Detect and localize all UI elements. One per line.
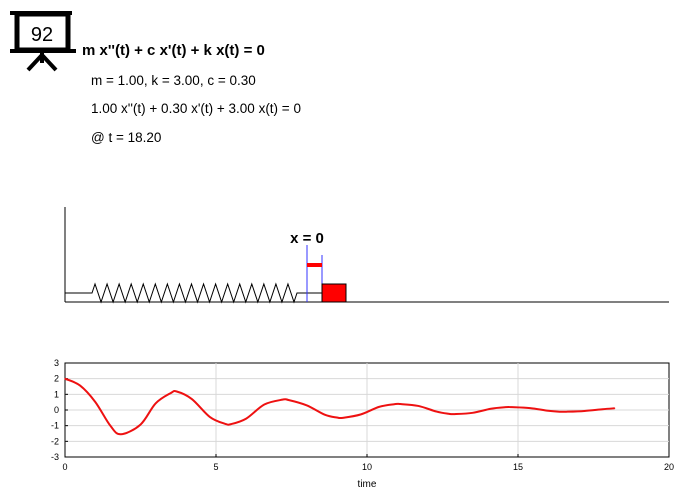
presentation-board-logo: 92: [10, 11, 76, 72]
y-tick-labels: 3 2 1 0 -1 -2 -3: [51, 358, 59, 462]
spring-mass-animation: x = 0: [64, 207, 669, 304]
parameter-values: m = 1.00, k = 3.00, c = 0.30: [91, 73, 256, 88]
logo-number: 92: [31, 24, 53, 46]
displacement-series-line: [64, 377, 615, 436]
y-tick-label: 3: [54, 358, 59, 368]
x-tick-label: 5: [213, 462, 218, 472]
board-stand: [26, 53, 58, 72]
y-tick-label: -3: [51, 452, 59, 462]
y-tick-label: 1: [54, 389, 59, 399]
grid-lines: [65, 363, 669, 457]
x-tick-label: 15: [513, 462, 523, 472]
board-bottom-bar: [10, 49, 76, 53]
y-tick-label: 0: [54, 405, 59, 415]
equation-title: m x''(t) + c x'(t) + k x(t) = 0: [82, 42, 265, 59]
x-axis-title: time: [358, 479, 377, 490]
mass-block: [321, 283, 347, 303]
y-tick-label: -1: [51, 421, 59, 431]
time-readout: @ t = 18.20: [91, 130, 162, 145]
y-tick-label: -2: [51, 436, 59, 446]
x-tick-label: 0: [62, 462, 67, 472]
displacement-bar: [307, 263, 322, 267]
x-tick-label: 10: [362, 462, 372, 472]
substituted-equation: 1.00 x''(t) + 0.30 x'(t) + 3.00 x(t) = 0: [91, 101, 301, 116]
spring: [65, 282, 322, 304]
y-tick-label: 2: [54, 374, 59, 384]
x-tick-labels: 0 5 10 15 20: [62, 462, 674, 472]
x-tick-label: 20: [664, 462, 674, 472]
equilibrium-label: x = 0: [290, 230, 324, 247]
